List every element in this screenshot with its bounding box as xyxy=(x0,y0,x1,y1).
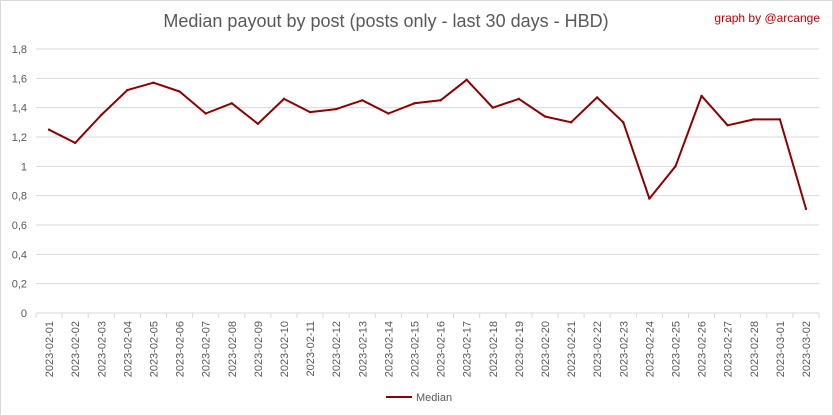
data-point xyxy=(465,78,468,82)
x-tick-label: 2023-02-15 xyxy=(409,321,421,377)
x-tick-label: 2023-02-01 xyxy=(44,321,56,377)
y-tick-label: 1,8 xyxy=(12,44,27,56)
data-point xyxy=(700,94,703,98)
data-point xyxy=(595,96,599,99)
legend-label: Median xyxy=(416,392,452,404)
data-point xyxy=(387,112,390,115)
x-axis-ticks: 2023-02-01 2023-02-02 2023-02-03 2023-02-04… xyxy=(35,313,820,377)
data-point xyxy=(100,113,103,117)
x-tick-label: 2023-02-26 xyxy=(697,321,709,377)
x-tick-label: 2023-02-18 xyxy=(488,321,500,377)
data-point xyxy=(204,112,207,115)
x-tick-label: 2023-02-13 xyxy=(357,321,369,377)
x-tick-label: 2023-02-23 xyxy=(618,321,630,377)
x-tick-label: 2023-02-03 xyxy=(96,321,108,377)
data-point xyxy=(622,121,625,124)
y-tick-label: 1 xyxy=(21,161,27,173)
data-point xyxy=(361,99,364,102)
x-tick-label: 2023-02-05 xyxy=(148,321,160,377)
y-tick-label: 0,6 xyxy=(12,220,27,232)
data-point xyxy=(491,106,494,109)
y-axis-ticks: 0 0,2 0,4 0,6 0,8 1 1,2 1,4 1,6 1,8 xyxy=(12,44,27,320)
credit-label: graph by @arcange xyxy=(714,11,820,25)
x-tick-label: 2023-02-19 xyxy=(514,321,526,377)
x-tick-label: 2023-02-06 xyxy=(175,321,187,377)
data-point xyxy=(308,110,312,114)
x-tick-label: 2023-02-04 xyxy=(122,321,134,377)
data-point xyxy=(73,141,77,145)
data-point xyxy=(439,99,442,102)
x-tick-label: 2023-02-22 xyxy=(592,321,604,377)
data-point xyxy=(334,107,338,111)
chart-title: Median payout by post (posts only - last… xyxy=(163,11,609,31)
data-point xyxy=(230,102,233,105)
x-tick-label: 2023-02-16 xyxy=(436,321,448,377)
x-tick-label: 2023-02-17 xyxy=(462,321,474,377)
x-tick-label: 2023-02-02 xyxy=(70,321,82,377)
data-point xyxy=(126,88,129,92)
x-tick-label: 2023-02-08 xyxy=(227,321,239,377)
x-tick-label: 2023-02-20 xyxy=(540,321,552,377)
data-point xyxy=(752,118,755,121)
x-tick-label: 2023-02-14 xyxy=(383,321,395,377)
x-tick-label: 2023-02-11 xyxy=(305,321,317,376)
y-tick-label: 0,8 xyxy=(12,191,27,203)
data-point xyxy=(804,207,808,211)
y-tick-label: 0,4 xyxy=(12,249,27,261)
x-tick-label: 2023-02-10 xyxy=(279,321,291,377)
gridlines xyxy=(36,48,819,314)
y-tick-label: 0,2 xyxy=(12,279,27,291)
x-tick-label: 2023-03-01 xyxy=(775,321,787,377)
x-tick-label: 2023-02-25 xyxy=(670,321,682,377)
x-tick-label: 2023-03-02 xyxy=(801,321,813,377)
data-point xyxy=(517,97,521,101)
data-point xyxy=(674,165,677,168)
data-point xyxy=(726,124,729,127)
data-point xyxy=(778,118,782,121)
data-point xyxy=(648,197,651,200)
x-tick-label: 2023-02-09 xyxy=(253,321,265,377)
data-point xyxy=(413,102,416,105)
x-tick-label: 2023-02-12 xyxy=(331,321,343,377)
data-point xyxy=(178,90,181,93)
data-point xyxy=(569,121,573,124)
data-point xyxy=(152,81,155,84)
x-tick-label: 2023-02-27 xyxy=(723,321,735,377)
data-point xyxy=(282,97,286,101)
series-layer xyxy=(47,78,808,211)
y-tick-label: 1,2 xyxy=(12,132,27,144)
y-tick-label: 1,6 xyxy=(12,73,27,85)
x-tick-label: 2023-02-24 xyxy=(644,321,656,377)
data-point xyxy=(47,128,51,131)
y-tick-label: 0 xyxy=(21,308,27,320)
x-tick-label: 2023-02-21 xyxy=(566,321,578,377)
series-line-0 xyxy=(48,78,807,210)
y-tick-label: 1,4 xyxy=(12,103,27,115)
x-tick-label: 2023-02-28 xyxy=(749,321,761,377)
data-point xyxy=(543,115,547,118)
x-tick-label: 2023-02-07 xyxy=(201,321,213,377)
legend: Median xyxy=(386,392,452,404)
data-point xyxy=(256,122,260,126)
